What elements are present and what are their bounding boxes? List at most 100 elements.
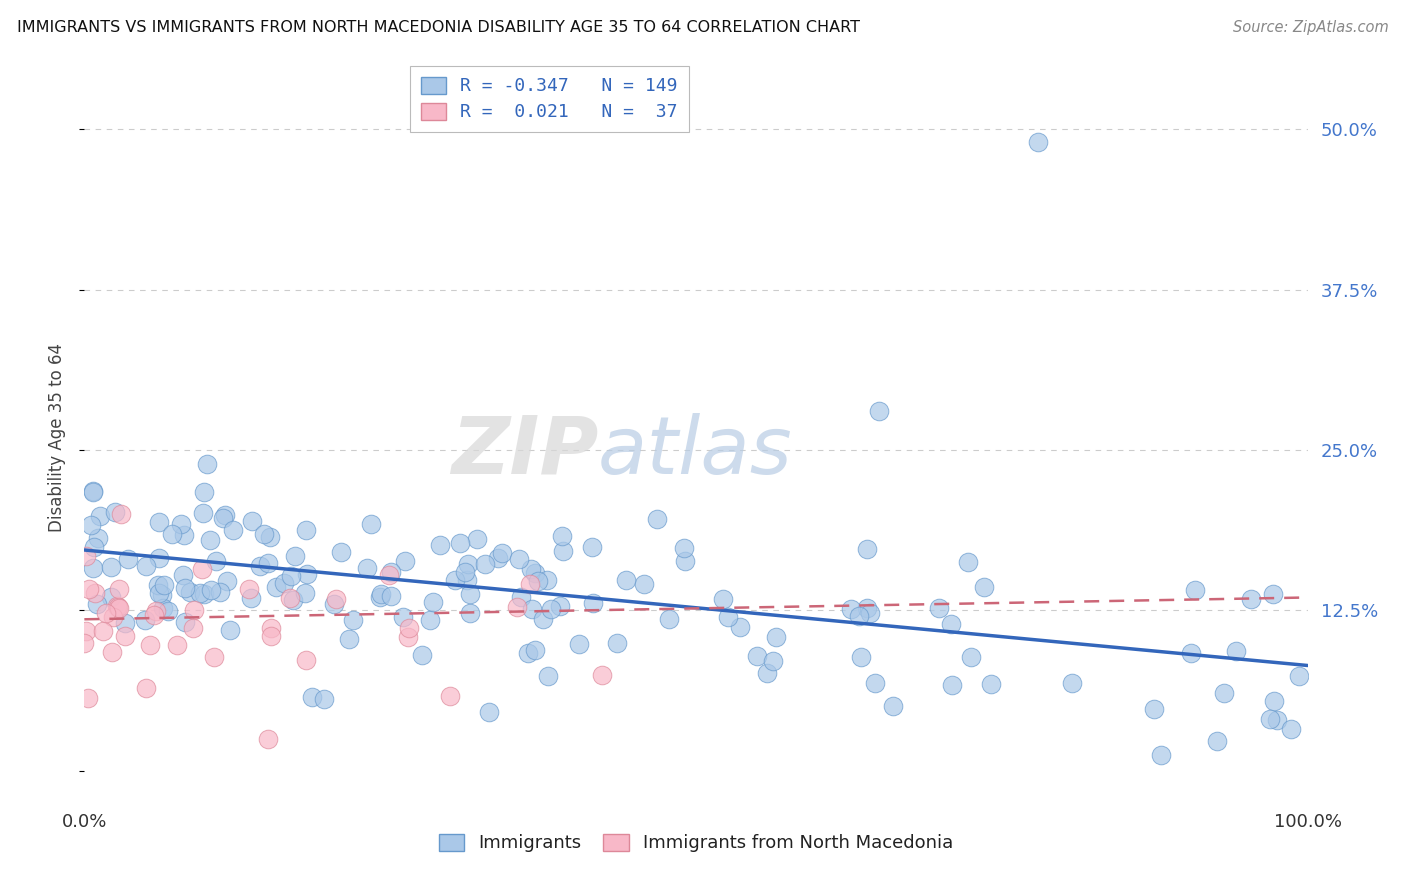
Point	[301, 690, 323, 704]
Point	[193, 485, 215, 500]
Point	[531, 612, 554, 626]
Point	[107, 582, 129, 597]
Point	[114, 629, 136, 643]
Point	[260, 629, 283, 643]
Point	[75, 624, 97, 639]
Point	[1263, 694, 1285, 708]
Point	[980, 676, 1002, 690]
Point	[523, 566, 546, 580]
Point	[711, 591, 734, 606]
Point	[150, 588, 173, 602]
Point	[745, 648, 768, 663]
Point	[378, 567, 401, 582]
Point	[204, 554, 226, 568]
Point	[135, 559, 157, 574]
Point	[107, 600, 129, 615]
Point	[84, 586, 107, 600]
Point	[297, 566, 319, 581]
Point	[391, 610, 413, 624]
Point	[454, 565, 477, 579]
Point	[104, 505, 127, 519]
Point	[148, 586, 170, 600]
Point	[973, 580, 995, 594]
Point	[1150, 748, 1173, 763]
Point	[863, 676, 886, 690]
Point	[519, 577, 541, 591]
Point	[960, 649, 983, 664]
Point	[82, 560, 104, 574]
Point	[540, 601, 562, 615]
Point	[239, 591, 262, 605]
Point	[108, 601, 131, 615]
Point	[212, 511, 235, 525]
Point	[114, 615, 136, 630]
Point	[882, 699, 904, 714]
Point	[215, 574, 238, 589]
Point	[1180, 646, 1202, 660]
Point	[105, 599, 128, 614]
Point	[249, 559, 271, 574]
Point	[380, 565, 402, 579]
Point	[396, 630, 419, 644]
Point	[398, 621, 420, 635]
Point	[284, 549, 307, 563]
Legend: Immigrants, Immigrants from North Macedonia: Immigrants, Immigrants from North Macedo…	[432, 826, 960, 860]
Point	[134, 613, 156, 627]
Point	[765, 630, 787, 644]
Point	[75, 549, 97, 564]
Point	[508, 551, 530, 566]
Point	[200, 533, 222, 548]
Point	[537, 669, 560, 683]
Point	[394, 553, 416, 567]
Text: ZIP: ZIP	[451, 413, 598, 491]
Point	[135, 681, 157, 695]
Text: atlas: atlas	[598, 413, 793, 491]
Point	[411, 648, 433, 662]
Point	[264, 580, 287, 594]
Point	[523, 643, 546, 657]
Point	[94, 607, 117, 621]
Point	[280, 569, 302, 583]
Point	[342, 613, 364, 627]
Point	[1263, 587, 1285, 601]
Point	[848, 609, 870, 624]
Point	[458, 607, 481, 621]
Point	[439, 689, 461, 703]
Point	[166, 638, 188, 652]
Point	[148, 550, 170, 565]
Point	[146, 577, 169, 591]
Point	[323, 597, 346, 611]
Point	[80, 518, 103, 533]
Point	[173, 615, 195, 629]
Point	[633, 577, 655, 591]
Point	[520, 561, 543, 575]
Point	[82, 484, 104, 499]
Point	[117, 552, 139, 566]
Point	[173, 528, 195, 542]
Point	[281, 592, 304, 607]
Point	[86, 597, 108, 611]
Point	[939, 616, 962, 631]
Point	[465, 532, 488, 546]
Point	[380, 589, 402, 603]
Point	[928, 601, 950, 615]
Point	[330, 545, 353, 559]
Point	[139, 638, 162, 652]
Point	[673, 554, 696, 568]
Point	[591, 668, 613, 682]
Point	[172, 567, 194, 582]
Point	[110, 507, 132, 521]
Point	[370, 587, 392, 601]
Point	[568, 637, 591, 651]
Point	[856, 601, 879, 615]
Point	[179, 584, 201, 599]
Point	[551, 528, 574, 542]
Point	[145, 604, 167, 618]
Point	[368, 590, 391, 604]
Point	[156, 604, 179, 618]
Point	[273, 575, 295, 590]
Point	[83, 540, 105, 554]
Point	[77, 690, 100, 705]
Point	[520, 601, 543, 615]
Point	[422, 595, 444, 609]
